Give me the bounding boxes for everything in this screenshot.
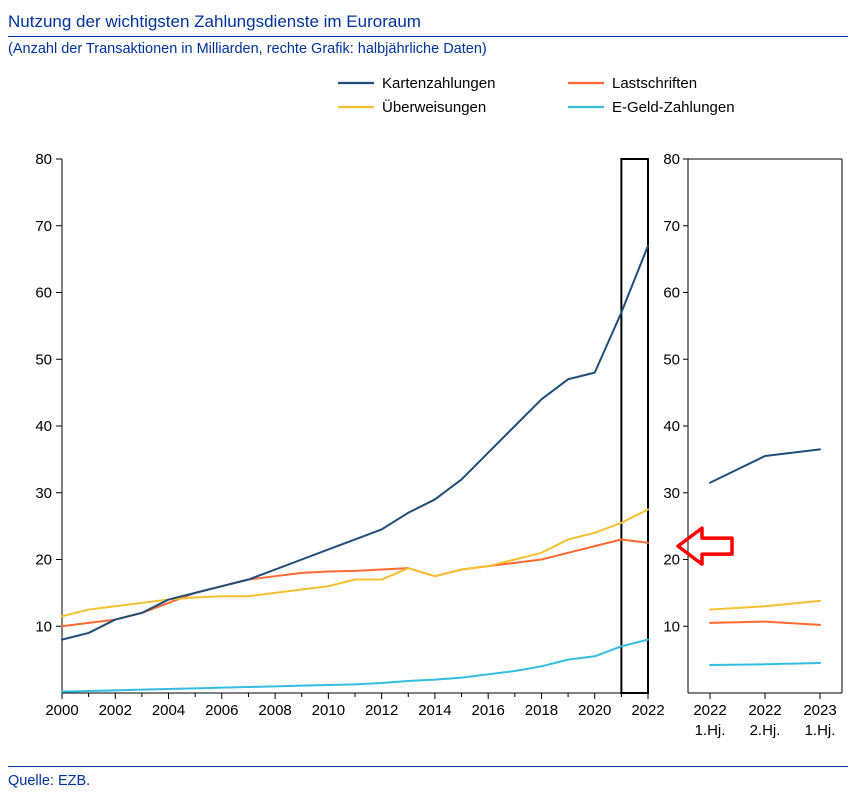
- side-xtick-label2: 2.Hj.: [750, 722, 781, 739]
- main-xtick-label: 2004: [152, 702, 185, 719]
- main-ytick-label: 40: [35, 418, 52, 435]
- main-series-last: [62, 539, 648, 626]
- side-series-egeld: [710, 663, 820, 665]
- main-xtick-label: 2010: [312, 702, 345, 719]
- legend-label-ueber: Überweisungen: [382, 98, 486, 116]
- main-xtick-label: 2002: [99, 702, 132, 719]
- side-ytick-label: 50: [663, 351, 680, 368]
- main-ytick-label: 30: [35, 485, 52, 502]
- side-xtick-label: 2022: [693, 702, 726, 719]
- side-series-karten: [710, 449, 820, 482]
- side-xtick-label: 2023: [803, 702, 836, 719]
- divider-top: [8, 36, 848, 37]
- main-series-ueber: [62, 509, 648, 616]
- main-xtick-label: 2022: [631, 702, 664, 719]
- legend-label-last: Lastschriften: [612, 75, 697, 92]
- side-xtick-label: 2022: [748, 702, 781, 719]
- main-ytick-label: 50: [35, 351, 52, 368]
- main-xtick-label: 2014: [418, 702, 451, 719]
- side-ytick-label: 20: [663, 552, 680, 569]
- side-ytick-label: 80: [663, 151, 680, 168]
- side-ytick-label: 40: [663, 418, 680, 435]
- chart-source: Quelle: EZB.: [8, 771, 848, 789]
- main-xtick-label: 2016: [471, 702, 504, 719]
- main-xtick-label: 2006: [205, 702, 238, 719]
- chart-title: Nutzung der wichtigsten Zahlungsdienste …: [8, 8, 848, 34]
- main-ytick-label: 60: [35, 285, 52, 302]
- side-series-last: [710, 622, 820, 625]
- legend-label-egeld: E-Geld-Zahlungen: [612, 99, 735, 116]
- legend-label-karten: Kartenzahlungen: [382, 75, 495, 92]
- main-xtick-label: 2008: [258, 702, 291, 719]
- side-xtick-label2: 1.Hj.: [805, 722, 836, 739]
- side-ytick-label: 70: [663, 218, 680, 235]
- main-series-egeld: [62, 640, 648, 692]
- main-ytick-label: 70: [35, 218, 52, 235]
- main-xtick-label: 2018: [525, 702, 558, 719]
- side-ytick-label: 10: [663, 618, 680, 635]
- main-ytick-label: 10: [35, 618, 52, 635]
- side-ytick-label: 60: [663, 285, 680, 302]
- main-xtick-label: 2000: [45, 702, 78, 719]
- highlight-box: [621, 159, 648, 693]
- main-ytick-label: 20: [35, 552, 52, 569]
- annotation-arrow-icon: [678, 528, 732, 564]
- side-xtick-label2: 1.Hj.: [695, 722, 726, 739]
- chart-subtitle: (Anzahl der Transaktionen in Milliarden,…: [8, 39, 848, 63]
- main-xtick-label: 2020: [578, 702, 611, 719]
- main-ytick-label: 80: [35, 151, 52, 168]
- chart-container: Kartenzahlungen Lastschriften Überweisunge…: [8, 63, 848, 758]
- chart-svg: Kartenzahlungen Lastschriften Überweisunge…: [8, 63, 848, 753]
- divider-bottom: [8, 766, 848, 767]
- side-series-ueber: [710, 601, 820, 610]
- side-ytick-label: 30: [663, 485, 680, 502]
- main-xtick-label: 2012: [365, 702, 398, 719]
